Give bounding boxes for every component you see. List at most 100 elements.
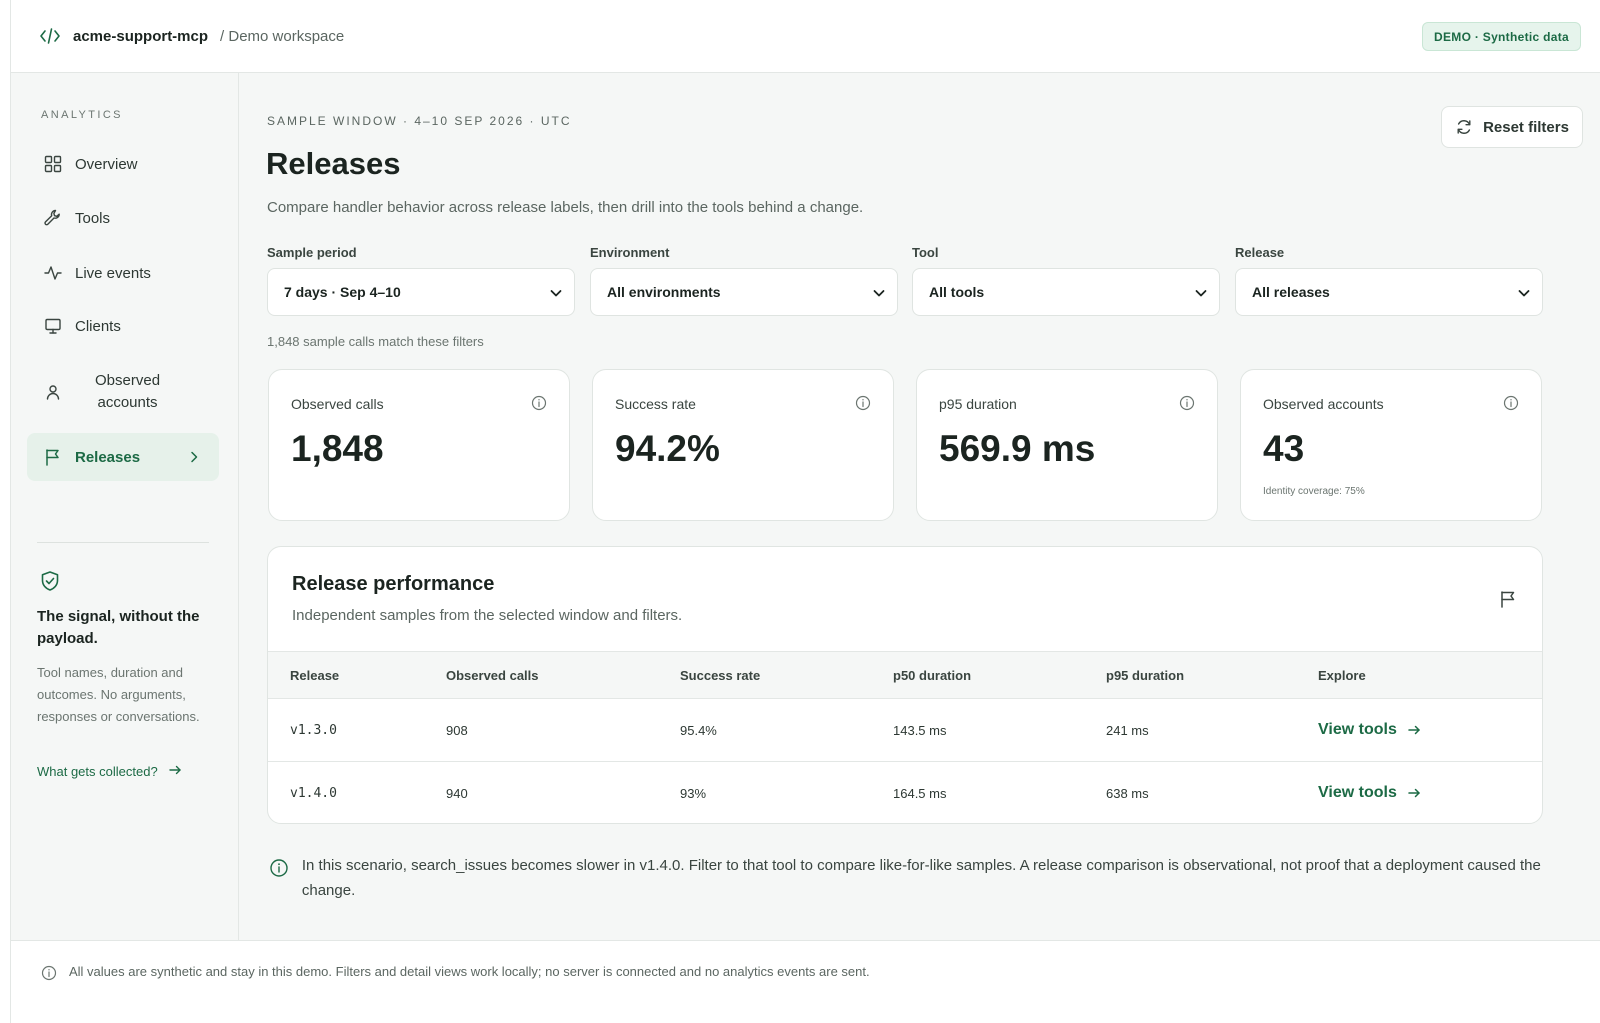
page-title: Releases xyxy=(266,146,401,181)
sidebar-item-observed-accounts[interactable]: Observed accounts xyxy=(27,365,219,419)
cell-success-rate: 95.4% xyxy=(680,698,893,762)
workspace-breadcrumb[interactable]: / Demo workspace xyxy=(220,27,345,45)
stat-label: Success rate xyxy=(615,396,696,412)
sidebar: ANALYTICS Overview Tools xyxy=(11,73,239,960)
sidebar-item-label: Tools xyxy=(75,209,111,227)
demo-badge: DEMO · Synthetic data xyxy=(1422,22,1581,51)
sidebar-item-label: Overview xyxy=(75,155,138,173)
identity-coverage: Identity coverage: 75% xyxy=(1263,486,1365,497)
filter-label-tool: Tool xyxy=(912,245,939,260)
table-row: v1.4.0 940 93% 164.5 ms 638 ms View tool… xyxy=(268,762,1542,824)
release-performance-subtitle: Independent samples from the selected wi… xyxy=(292,607,683,624)
reset-filters-label: Reset filters xyxy=(1483,118,1569,136)
shield-check-icon xyxy=(39,570,61,597)
column-header-p50-duration[interactable]: p50 duration xyxy=(893,651,1106,699)
reset-filters-button[interactable]: Reset filters xyxy=(1441,106,1583,148)
release-performance-title: Release performance xyxy=(292,573,495,595)
sidebar-item-overview[interactable]: Overview xyxy=(27,140,219,188)
stat-value: 94.2% xyxy=(615,428,720,469)
sidebar-item-label: Clients xyxy=(75,317,121,335)
stat-value: 569.9 ms xyxy=(939,428,1096,469)
code-icon xyxy=(39,25,61,47)
chevron-right-icon xyxy=(185,448,203,470)
sidebar-item-label-line: Observed xyxy=(95,372,161,389)
cell-p95-duration: 638 ms xyxy=(1106,785,1149,801)
info-icon[interactable] xyxy=(855,395,871,416)
info-icon[interactable] xyxy=(1503,395,1519,416)
chevron-down-icon xyxy=(1193,285,1209,304)
cell-release: v1.3.0 xyxy=(268,698,446,762)
cell-explore: View tools xyxy=(1318,698,1542,762)
filter-match-count: 1,848 sample calls match these filters xyxy=(267,334,484,349)
monitor-icon xyxy=(43,316,63,336)
sample-window-label: SAMPLE WINDOW · 4–10 SEP 2026 · UTC xyxy=(267,114,572,128)
info-icon[interactable] xyxy=(1179,395,1195,416)
column-header-success-rate[interactable]: Success rate xyxy=(680,651,893,699)
view-tools-link[interactable]: View tools xyxy=(1318,721,1421,739)
stat-label: p95 duration xyxy=(939,396,1017,412)
filter-label-environment: Environment xyxy=(590,245,670,260)
environment-select[interactable]: All environments xyxy=(590,268,898,316)
privacy-heading: The signal, without the payload. xyxy=(37,608,200,647)
release-select[interactable]: All releases xyxy=(1235,268,1543,316)
cell-observed-calls: 940 xyxy=(446,785,468,801)
sidebar-item-live-events[interactable]: Live events xyxy=(27,249,219,297)
column-header-release[interactable]: Release xyxy=(268,651,446,699)
sidebar-item-tools[interactable]: Tools xyxy=(27,194,219,242)
stat-card-success-rate: Success rate 94.2% xyxy=(592,369,894,521)
info-icon[interactable] xyxy=(531,395,547,416)
what-gets-collected-link[interactable]: What gets collected? xyxy=(37,763,182,780)
app-frame: acme-support-mcp / Demo workspace DEMO ·… xyxy=(10,0,1600,1023)
view-tools-label: View tools xyxy=(1318,721,1397,738)
scenario-note-text: In this scenario, search_issues becomes … xyxy=(301,857,1541,899)
view-tools-label: View tools xyxy=(1318,784,1397,802)
flag-icon xyxy=(1498,589,1518,614)
table-row: v1.3.0 908 95.4% 143.5 ms 241 ms View to… xyxy=(268,698,1542,762)
page-subtitle: Compare handler behavior across release … xyxy=(267,199,864,216)
cell-release: v1.4.0 xyxy=(290,785,337,801)
column-header-observed-calls[interactable]: Observed calls xyxy=(446,651,680,699)
stat-card-observed-calls: Observed calls 1,848 xyxy=(268,369,570,521)
activity-icon xyxy=(43,263,63,283)
brand-name[interactable]: acme-support-mcp xyxy=(73,27,209,45)
cell-p50-duration: 143.5 ms xyxy=(893,698,1106,762)
select-value: 7 days · Sep 4–10 xyxy=(284,284,401,300)
wrench-icon xyxy=(43,208,63,228)
info-icon xyxy=(269,853,298,903)
sidebar-item-clients[interactable]: Clients xyxy=(27,302,219,350)
view-tools-link[interactable]: View tools xyxy=(1318,784,1421,802)
user-icon xyxy=(43,382,63,402)
tool-select[interactable]: All tools xyxy=(912,268,1220,316)
stat-label: Observed accounts xyxy=(1263,396,1384,412)
refresh-icon xyxy=(1455,118,1473,136)
sample-period-select[interactable]: 7 days · Sep 4–10 xyxy=(267,268,575,316)
sidebar-item-label: Observed accounts xyxy=(95,370,160,414)
arrow-right-icon xyxy=(1407,786,1421,800)
sidebar-divider xyxy=(37,542,209,543)
sidebar-item-releases[interactable]: Releases xyxy=(27,433,219,481)
flag-icon xyxy=(43,447,63,467)
footer: All values are synthetic and stay in thi… xyxy=(11,940,1600,1023)
stat-value: 1,848 xyxy=(291,428,384,469)
filter-label-release: Release xyxy=(1235,245,1285,260)
table-header-row: Release Observed calls Success rate p50 … xyxy=(268,651,1542,699)
chevron-down-icon xyxy=(548,285,564,304)
column-header-explore: Explore xyxy=(1318,651,1542,699)
select-value: All tools xyxy=(929,284,985,300)
privacy-description: Tool names, duration and outcomes. No ar… xyxy=(37,665,200,724)
top-bar: acme-support-mcp / Demo workspace DEMO ·… xyxy=(11,0,1600,73)
filter-label-sample-period: Sample period xyxy=(267,245,357,260)
cell-observed-calls: 908 xyxy=(446,698,680,762)
arrow-right-icon xyxy=(1407,723,1421,737)
sidebar-item-label-line: accounts xyxy=(97,394,158,411)
select-value: All releases xyxy=(1252,284,1330,300)
column-header-p95-duration[interactable]: p95 duration xyxy=(1106,651,1318,699)
link-label: What gets collected? xyxy=(37,764,158,779)
release-performance-table: Release Observed calls Success rate p50 … xyxy=(268,651,1542,824)
chevron-down-icon xyxy=(1516,285,1532,304)
sidebar-item-label: Live events xyxy=(75,264,151,282)
scenario-note: In this scenario, search_issues becomes … xyxy=(269,853,1549,903)
grid-icon xyxy=(43,154,63,174)
footer-disclaimer: All values are synthetic and stay in thi… xyxy=(69,964,870,979)
info-icon xyxy=(41,965,57,986)
